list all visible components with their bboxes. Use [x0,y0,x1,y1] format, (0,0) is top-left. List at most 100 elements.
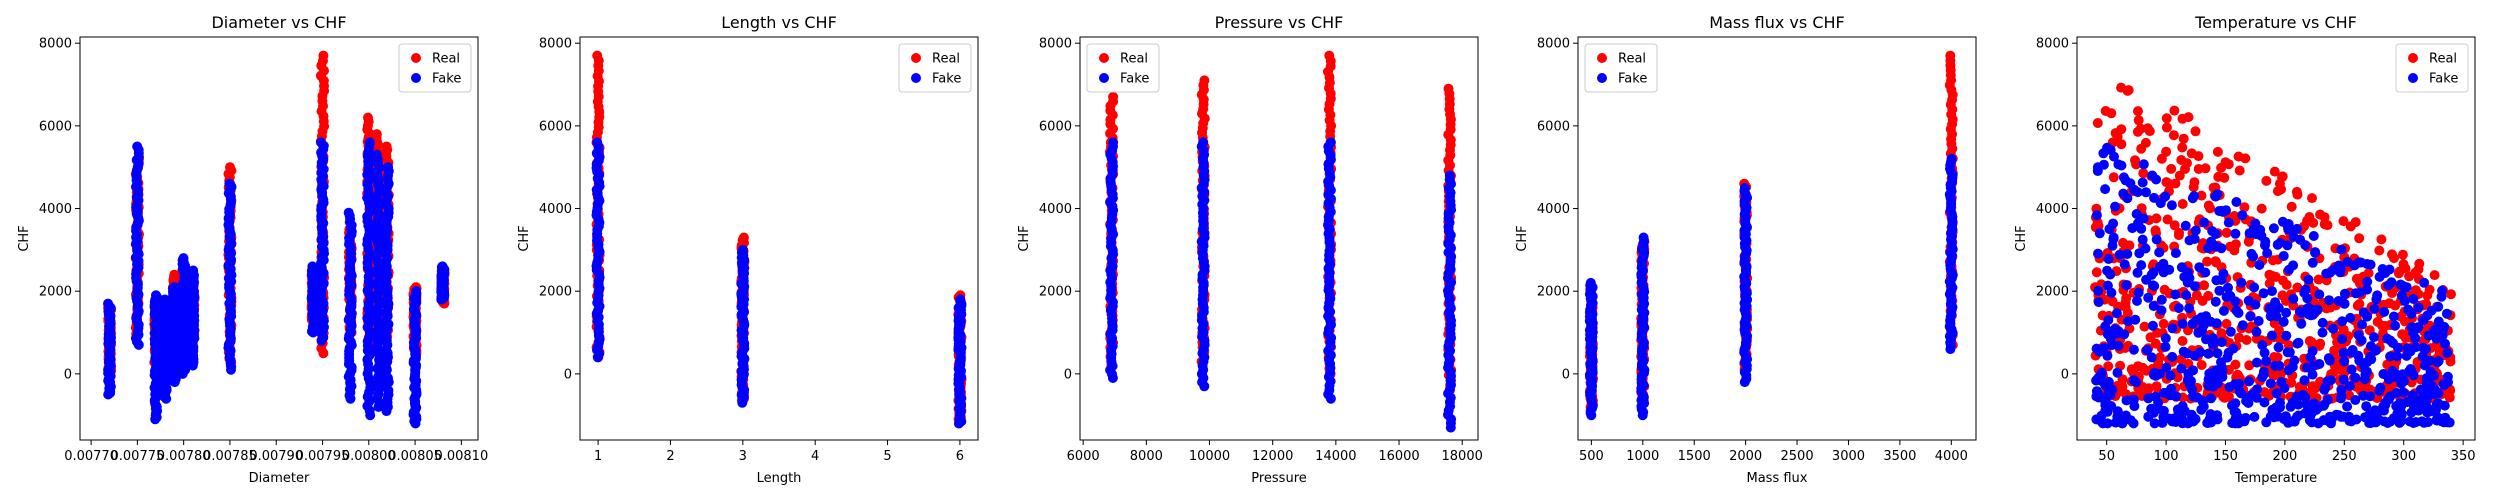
point-fake [2432,412,2443,423]
point-fake [2203,380,2214,391]
point-real [2350,217,2361,228]
point-fake [2337,316,2348,327]
point-fake [2382,333,2393,344]
point-fake [2267,330,2277,341]
y-tick-label: 2000 [539,285,572,300]
point-fake [2196,404,2207,415]
x-axis-label: Pressure [1251,471,1307,486]
point-fake [2258,366,2269,377]
point-fake [2156,305,2167,316]
point-fake [2128,375,2139,386]
point-fake [2163,413,2174,424]
y-tick-label: 0 [2061,367,2069,382]
axes-frame [1079,36,1479,441]
y-tick-label: 8000 [39,37,72,52]
point-fake [2314,289,2325,300]
y-tick-label: 4000 [2036,202,2069,217]
point-fake [1198,137,1209,148]
point-fake [2336,244,2347,255]
point-fake [2249,411,2260,422]
point-fake [2190,225,2201,236]
point-fake [2300,408,2310,419]
point-real [2229,211,2240,221]
point-fake [2103,254,2114,264]
point-real [2169,105,2180,116]
point-fake [2267,404,2278,415]
point-real [2212,146,2223,157]
point-fake [2143,411,2154,422]
data-points [1105,50,1457,433]
x-axis-label: Length [757,471,802,486]
x-tick-label: 12000 [1252,449,1293,464]
legend-label-fake: Fake [432,72,461,87]
point-fake [2384,264,2395,275]
point-fake [2108,218,2119,229]
point-real [2394,266,2405,277]
point-real [2196,190,2207,201]
point-fake [2302,293,2313,304]
point-fake [2314,359,2325,369]
point-fake [2132,267,2143,278]
point-real [2268,255,2278,266]
point-fake [2184,235,2195,246]
point-real [2218,391,2229,402]
chart-title: Length vs CHF [721,13,837,32]
point-fake [2442,348,2453,358]
y-tick-label: 2000 [1537,285,1570,300]
point-fake [2283,365,2294,376]
point-fake [2121,280,2132,291]
legend-marker-real [2408,53,2418,63]
point-real [2190,126,2201,137]
point-fake [2356,335,2367,346]
legend-marker-fake [1099,73,1109,83]
point-fake [2349,260,2360,271]
point-fake [2261,356,2272,367]
point-fake [2385,351,2396,362]
point-real [2354,233,2365,244]
x-tick-label: 0.00800 [342,449,396,464]
x-tick-label: 4000 [1935,449,1968,464]
point-fake [2350,395,2361,405]
point-fake [2424,355,2435,366]
point-fake [2137,177,2148,188]
point-fake [2165,390,2176,401]
point-real [2158,318,2169,329]
point-fake [2122,249,2133,259]
point-fake [2257,340,2268,351]
x-axis-label: Diameter [249,471,310,486]
point-fake [2391,401,2402,412]
point-fake [2167,351,2178,362]
point-fake [2118,188,2129,199]
point-fake [2390,369,2401,380]
point-fake [2369,303,2380,314]
x-tick-label: 6 [956,449,964,464]
point-fake [2312,304,2323,315]
y-tick-label: 0 [64,367,72,382]
point-real [2410,267,2421,278]
point-real [2091,267,2102,278]
chart-panel-4: 500 1000 1500 2000 2500 3000 3500 4000020004000… [1515,13,1977,486]
point-fake [2225,290,2236,301]
point-fake [2146,403,2157,414]
point-fake [2440,338,2450,349]
point-real [2354,299,2365,309]
y-tick-label: 4000 [1537,202,1570,217]
point-fake [2241,396,2252,406]
point-fake [2390,320,2401,331]
point-fake [2362,276,2373,287]
legend-label-real: Real [1618,52,1646,67]
point-fake [2418,315,2429,326]
point-fake [2253,316,2264,326]
x-tick-label: 0.00780 [157,449,211,464]
point-fake [2408,418,2419,428]
point-fake [2338,347,2349,358]
point-fake [2233,308,2244,318]
point-real [2177,199,2188,209]
point-fake [2302,303,2313,314]
point-fake [2260,236,2271,247]
point-fake [2244,376,2254,387]
point-fake [2150,391,2161,402]
point-fake [2421,400,2432,411]
point-fake [2360,412,2370,423]
